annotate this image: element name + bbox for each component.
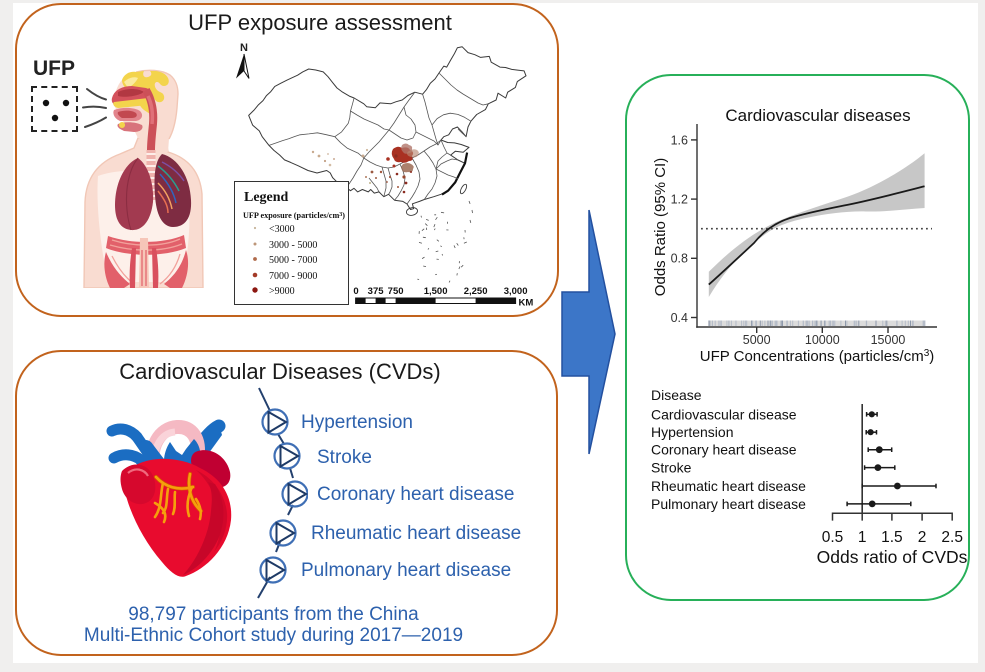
svg-text:0.8: 0.8 [671, 252, 688, 266]
svg-text:1.6: 1.6 [671, 133, 688, 147]
svg-text:1: 1 [858, 529, 867, 546]
svg-text:750: 750 [388, 286, 404, 297]
svg-text:Odds ratio of CVDs: Odds ratio of CVDs [817, 547, 968, 567]
svg-text:15000: 15000 [871, 333, 906, 347]
svg-text:375: 375 [368, 286, 385, 297]
svg-text:Coronary heart disease: Coronary heart disease [651, 442, 797, 458]
svg-text:UFP Concentrations (particles/: UFP Concentrations (particles/cm3) [700, 348, 935, 365]
svg-text:2,250: 2,250 [464, 286, 488, 297]
svg-text:3000 - 5000: 3000 - 5000 [269, 240, 317, 251]
svg-text:Hypertension: Hypertension [651, 424, 734, 440]
svg-text:<3000: <3000 [269, 224, 295, 235]
svg-text:5000 - 7000: 5000 - 7000 [269, 255, 317, 266]
svg-text:Odds Ratio (95% CI): Odds Ratio (95% CI) [652, 158, 669, 296]
svg-text:>9000: >9000 [269, 286, 295, 297]
svg-text:Disease: Disease [651, 387, 702, 403]
svg-text:0: 0 [353, 286, 358, 297]
svg-text:Cardiovascular disease: Cardiovascular disease [651, 406, 797, 422]
svg-text:3,000: 3,000 [504, 286, 528, 297]
svg-text:N: N [240, 42, 248, 54]
svg-text:Pulmonary heart disease: Pulmonary heart disease [651, 496, 806, 512]
svg-text:Stroke: Stroke [651, 460, 692, 476]
svg-text:Rheumatic heart disease: Rheumatic heart disease [651, 478, 806, 494]
svg-text:10000: 10000 [805, 333, 840, 347]
svg-text:7000 - 9000: 7000 - 9000 [269, 271, 317, 282]
svg-text:2: 2 [918, 529, 927, 546]
svg-text:1.2: 1.2 [671, 193, 688, 207]
svg-text:0.4: 0.4 [671, 311, 688, 325]
svg-text:1,500: 1,500 [424, 286, 448, 297]
svg-text:2.5: 2.5 [941, 529, 963, 546]
svg-text:0.5: 0.5 [822, 529, 844, 546]
svg-text:KM: KM [519, 298, 534, 309]
svg-text:1.5: 1.5 [881, 529, 903, 546]
svg-text:5000: 5000 [743, 333, 771, 347]
svg-text:Cardiovascular diseases: Cardiovascular diseases [725, 106, 910, 125]
